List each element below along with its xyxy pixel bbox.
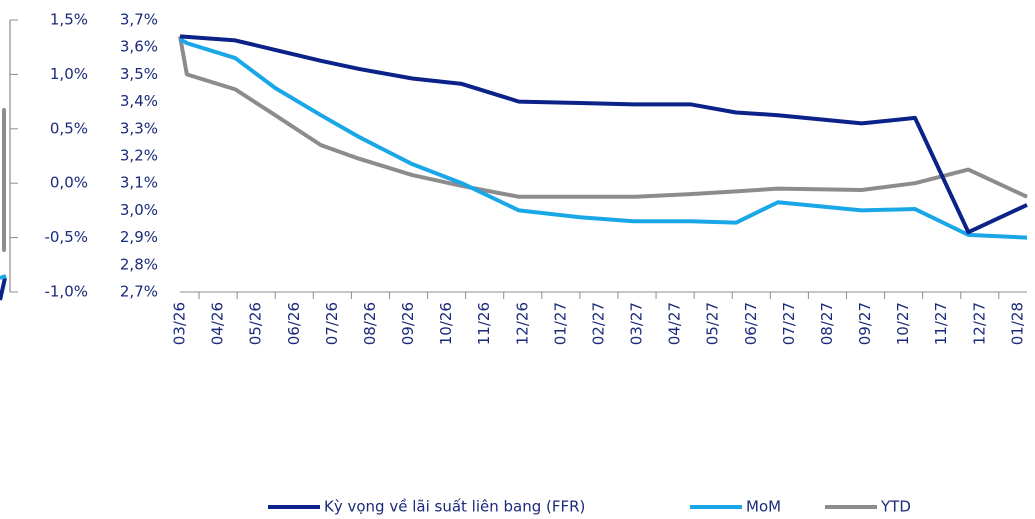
x-tick-label: 04/27 bbox=[666, 302, 684, 345]
y-tick-label: 2,8% bbox=[120, 255, 158, 273]
x-tick-label: 04/26 bbox=[209, 302, 227, 345]
y-tick-label: 3,6% bbox=[120, 38, 158, 56]
y-tick-label: 3,1% bbox=[120, 174, 158, 192]
x-tick-label: 12/27 bbox=[970, 302, 988, 345]
y-tick-label: 3,5% bbox=[120, 65, 158, 83]
x-tick-label: 06/26 bbox=[285, 302, 303, 345]
x-tick-label: 06/27 bbox=[742, 302, 760, 345]
x-tick-label: 02/27 bbox=[589, 302, 607, 345]
x-tick-label: 03/27 bbox=[628, 302, 646, 345]
x-tick-label: 11/27 bbox=[932, 302, 950, 345]
x-tick-label: 10/27 bbox=[894, 302, 912, 345]
y2-tick-label: 0,0% bbox=[50, 174, 88, 192]
x-tick-label: 11/26 bbox=[475, 302, 493, 345]
x-tick-label: 01/28 bbox=[1008, 302, 1026, 345]
x-tick-label: 05/26 bbox=[247, 302, 265, 345]
y-tick-label: 3,2% bbox=[120, 147, 158, 165]
x-tick-label: 07/26 bbox=[323, 302, 341, 345]
x-tick-label: 03/26 bbox=[171, 302, 189, 345]
legend-label: Kỳ vọng về lãi suất liên bang (FFR) bbox=[324, 498, 585, 516]
y2-tick-label: 0,5% bbox=[50, 119, 88, 137]
legend-label: YTD bbox=[880, 498, 911, 516]
y2-tick-label: 1,5% bbox=[50, 11, 88, 29]
y-tick-label: 2,7% bbox=[120, 283, 158, 301]
x-tick-label: 08/27 bbox=[818, 302, 836, 345]
x-tick-label: 07/27 bbox=[780, 302, 798, 345]
y2-tick-label: -1,0% bbox=[44, 283, 88, 301]
x-tick-label: 01/27 bbox=[551, 302, 569, 345]
x-tick-label: 09/26 bbox=[399, 302, 417, 345]
y2-tick-label: 1,0% bbox=[50, 65, 88, 83]
x-tick-label: 12/26 bbox=[513, 302, 531, 345]
cropped-line bbox=[0, 274, 7, 280]
y-tick-label: 3,3% bbox=[120, 119, 158, 137]
y-tick-label: 3,4% bbox=[120, 92, 158, 110]
x-tick-label: 08/26 bbox=[361, 302, 379, 345]
x-tick-label: 09/27 bbox=[856, 302, 874, 345]
legend-label: MoM bbox=[746, 498, 781, 516]
x-tick-label: 05/27 bbox=[704, 302, 722, 345]
series-line bbox=[178, 35, 1028, 199]
y-tick-label: 3,7% bbox=[120, 11, 158, 29]
x-tick-label: 10/26 bbox=[437, 302, 455, 345]
y-tick-label: 2,9% bbox=[120, 228, 158, 246]
series-line bbox=[179, 34, 1028, 235]
cropped-line bbox=[0, 277, 7, 301]
y-tick-label: 3,0% bbox=[120, 201, 158, 219]
y2-tick-label: -0,5% bbox=[44, 228, 88, 246]
series-line bbox=[178, 37, 1028, 240]
